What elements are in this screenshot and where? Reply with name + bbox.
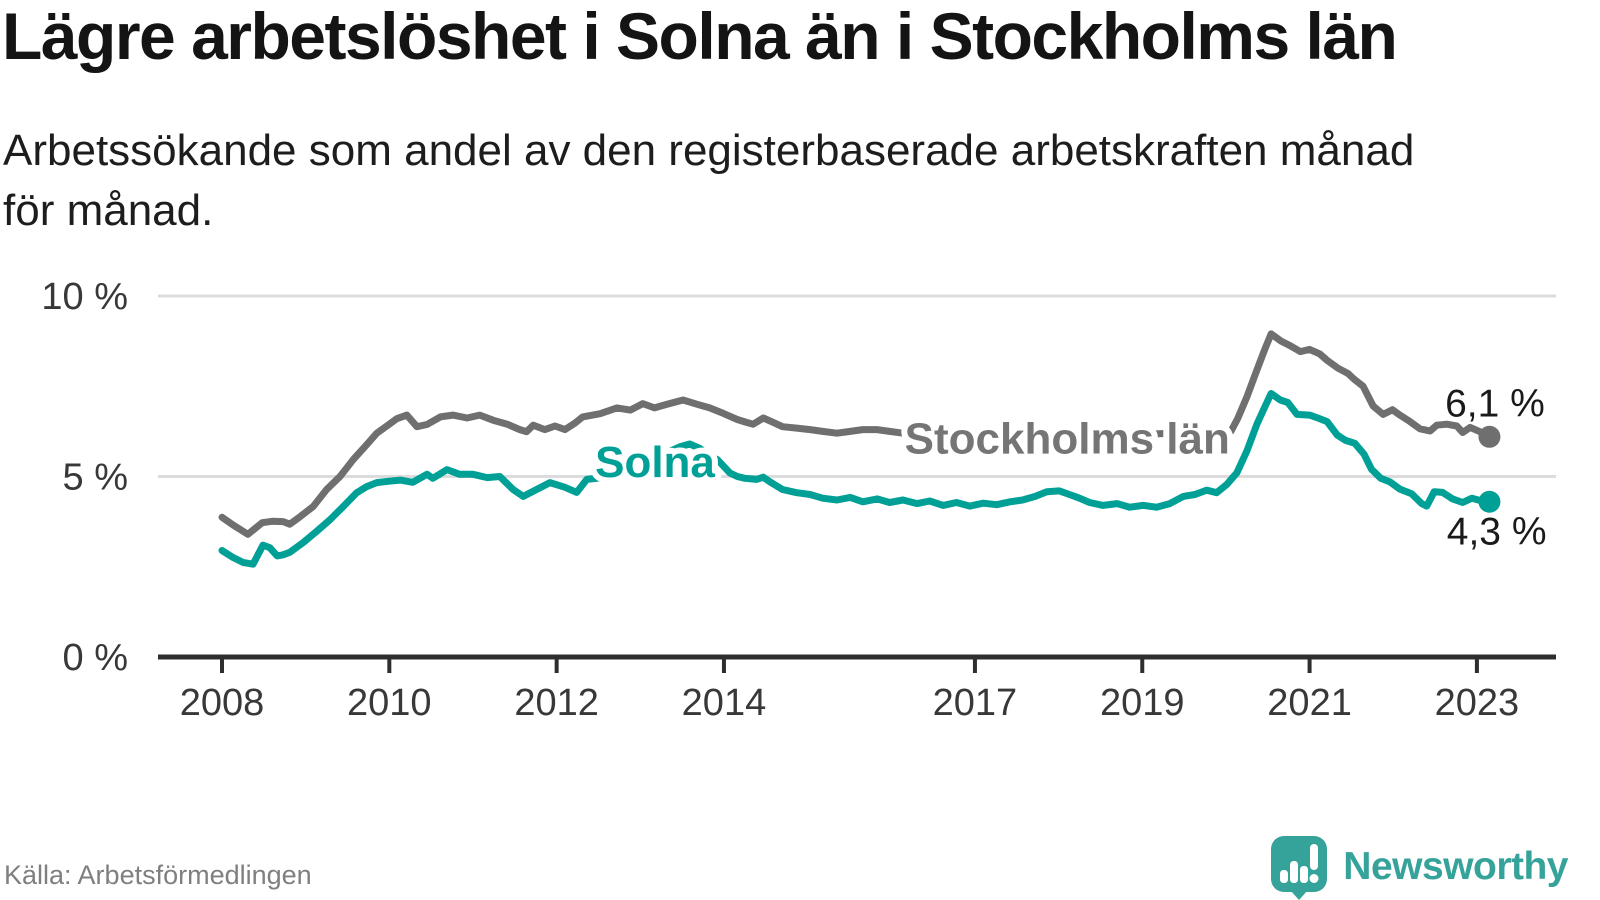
x-tick-label-2021: 2021 bbox=[1267, 682, 1352, 724]
y-tick-label-5: 5 % bbox=[63, 457, 128, 499]
series-label-stockholms-l-n: Stockholms län bbox=[905, 414, 1230, 463]
x-tick-label-2023: 2023 bbox=[1435, 682, 1520, 724]
chart-subtitle-line-2: för månad. bbox=[3, 185, 214, 235]
series-line-solna bbox=[218, 390, 1493, 568]
x-tick-label-2010: 2010 bbox=[347, 682, 432, 724]
end-value-label-solna: 4,3 % bbox=[1447, 510, 1547, 553]
x-tick-label-2019: 2019 bbox=[1100, 682, 1185, 724]
newsworthy-chart-bubble-icon bbox=[1271, 836, 1328, 900]
source-note: Källa: Arbetsförmedlingen bbox=[4, 860, 312, 890]
end-dot-stockholms-l-n bbox=[1478, 425, 1501, 448]
chart-subtitle: Arbetssökande som andel av den registerb… bbox=[3, 121, 1414, 241]
x-tick-label-2012: 2012 bbox=[514, 682, 599, 724]
chart-title: Lägre arbetslöshet i Solna än i Stockhol… bbox=[2, 0, 1398, 73]
end-value-label-stockholms-l-n: 6,1 % bbox=[1445, 383, 1545, 426]
line-chart: Stockholms län Solna 6,1 % 4,3 % 0 % 5 % 10 % 2… bbox=[41, 276, 1556, 724]
newsworthy-wordmark: Newsworthy bbox=[1343, 845, 1568, 888]
x-tick-label-2017: 2017 bbox=[933, 682, 1018, 724]
chart-subtitle-line-1: Arbetssökande som andel av den registerb… bbox=[3, 126, 1415, 175]
series-label-solna: Solna bbox=[595, 438, 715, 487]
x-tick-label-2014: 2014 bbox=[682, 682, 767, 724]
y-tick-label-0: 0 % bbox=[63, 637, 128, 679]
end-dot-solna bbox=[1478, 490, 1501, 513]
y-tick-label-10: 10 % bbox=[41, 276, 128, 318]
series-line-stockholms-l-n bbox=[218, 330, 1493, 538]
x-tick-label-2008: 2008 bbox=[180, 682, 265, 724]
newsworthy-logo: Newsworthy bbox=[1269, 834, 1568, 900]
